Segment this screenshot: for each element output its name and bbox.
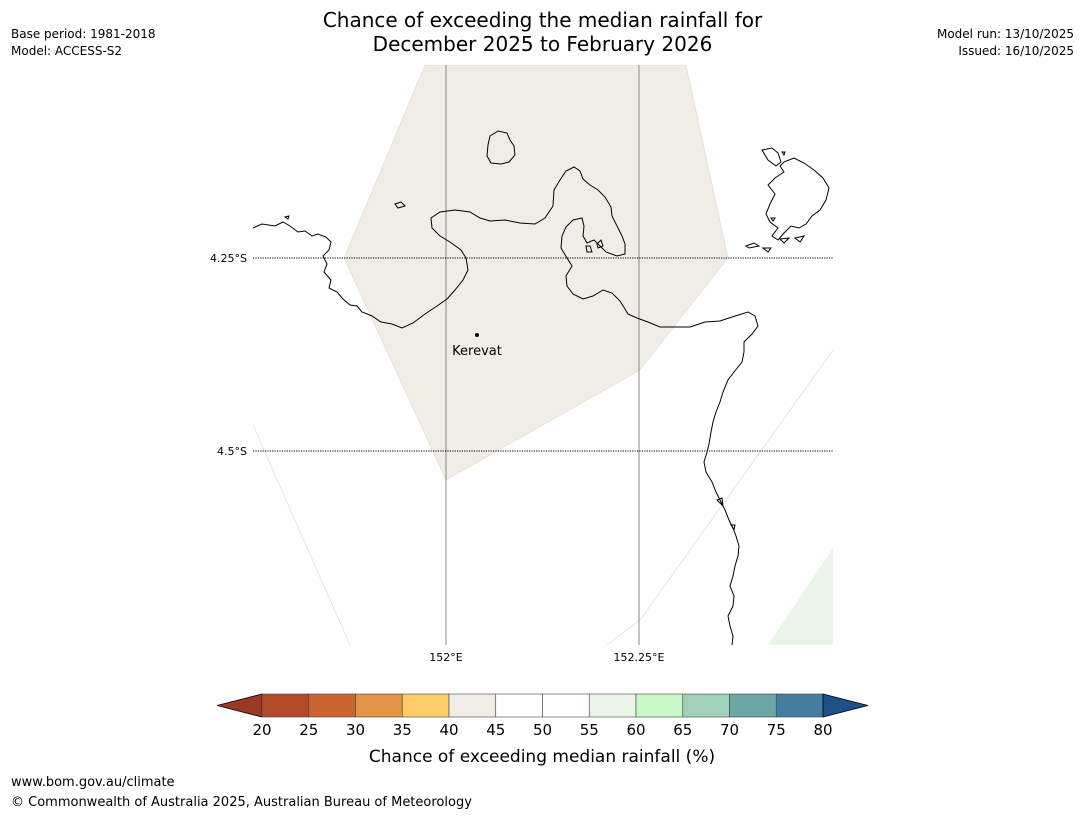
coastline-island-north (486, 130, 516, 165)
kerevat-label: Kerevat (452, 344, 502, 359)
colorbar-segment (261, 693, 310, 718)
coastline-islet (394, 201, 406, 209)
model-run-text: Model run: 13/10/2025 (936, 27, 1074, 41)
base-period-text: Base period: 1981-2018 (11, 27, 156, 41)
colorbar-tick-label: 40 (439, 721, 458, 739)
colorbar-tick-label: 70 (720, 721, 739, 739)
lon-label-152: 152°E (429, 651, 462, 664)
lat-label-4-25: 4.25°S (210, 252, 247, 265)
metadata-right: Model run: 13/10/2025 Issued: 16/10/2025 (937, 26, 1074, 60)
colorbar-tick-label: 30 (346, 721, 365, 739)
colorbar-segment (401, 693, 450, 718)
colorbar-arrow-high (822, 693, 869, 718)
probability-region-55-60 (768, 548, 833, 645)
footer-url: www.bom.gov.au/climate (11, 775, 175, 790)
colorbar-arrow-low (216, 693, 263, 718)
colorbar-label: Chance of exceeding median rainfall (%) (369, 747, 715, 767)
coastline-islet (283, 215, 290, 220)
coastline-islet (730, 524, 736, 532)
colorbar-segment (448, 693, 497, 718)
colorbar-tick-label: 25 (299, 721, 318, 739)
colorbar-segment (308, 693, 356, 718)
coastline-main (253, 166, 759, 645)
lat-label-4-5: 4.5°S (217, 445, 247, 458)
colorbar-tick-label: 80 (813, 721, 832, 739)
colorbar-tick-label: 45 (486, 721, 505, 739)
map-area: Kerevat (253, 65, 833, 645)
probability-region-40-45 (343, 65, 729, 481)
coastline-islet (596, 239, 604, 249)
coastline-islet (781, 151, 786, 157)
colorbar-tick-label: 20 (252, 721, 271, 739)
colorbar-segment (775, 693, 824, 718)
coastline-islet (716, 497, 724, 508)
coastline-islands-east (761, 147, 782, 167)
kerevat-marker (475, 333, 479, 337)
colorbar-segment (635, 693, 684, 718)
colorbar-tick-label: 60 (626, 721, 645, 739)
coastline-islands-east (765, 157, 830, 241)
colorbar-tick-label: 75 (767, 721, 786, 739)
contour-line (253, 424, 351, 645)
coastline-islet (761, 247, 772, 253)
coastline-islet (770, 217, 776, 222)
colorbar-tick-label: 65 (673, 721, 692, 739)
map-title: Chance of exceeding the median rainfall … (0, 8, 1085, 56)
lon-label-152-25: 152.25°E (614, 651, 665, 664)
colorbar-segment (682, 693, 730, 718)
coastline (253, 130, 830, 645)
coastline-islet (744, 242, 761, 249)
colorbar-segment (588, 693, 637, 718)
colorbar-tick-label: 35 (393, 721, 412, 739)
coastline-islet (778, 237, 791, 244)
title-line-1: Chance of exceeding the median rainfall … (322, 8, 763, 32)
colorbar-tick-label: 50 (533, 721, 552, 739)
contour-line (606, 349, 833, 645)
model-text: Model: ACCESS-S2 (11, 44, 123, 58)
colorbar-segment (355, 693, 403, 718)
colorbar: 20 25 30 35 40 45 50 55 60 65 70 75 80 (216, 693, 869, 739)
issued-text: Issued: 16/10/2025 (958, 44, 1074, 58)
coastline-islet (793, 235, 806, 243)
title-line-2: December 2025 to February 2026 (372, 32, 713, 56)
footer-copyright: © Commonwealth of Australia 2025, Austra… (11, 795, 472, 810)
metadata-left: Base period: 1981-2018 Model: ACCESS-S2 (11, 26, 156, 60)
colorbar-segment (542, 693, 590, 718)
colorbar-segment (495, 693, 543, 718)
colorbar-segment (729, 693, 777, 718)
coastline-islet (585, 245, 593, 253)
colorbar-tick-label: 55 (580, 721, 599, 739)
